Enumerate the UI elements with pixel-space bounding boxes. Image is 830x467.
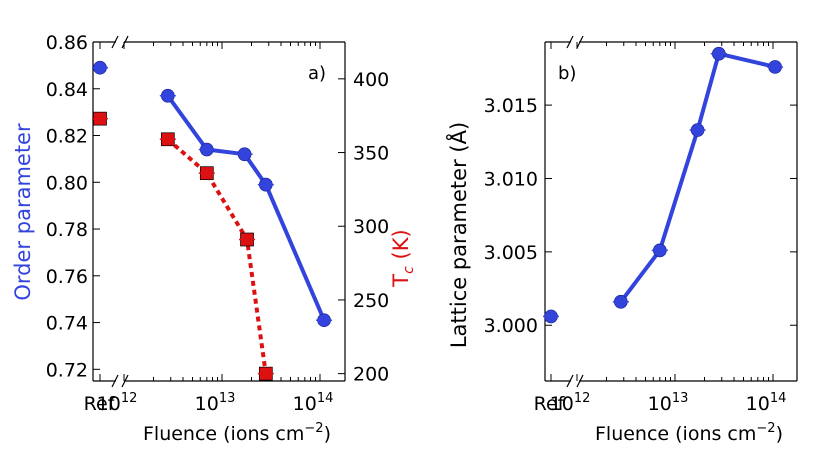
axis-break-mark [111, 35, 119, 49]
y-left-tick-label: 0.86 [46, 32, 88, 54]
y-left-tick-label: 0.72 [46, 359, 88, 381]
y-left-tick-label: 0.80 [46, 172, 88, 194]
x-tick-label: Ref [534, 393, 566, 415]
y-right-tick-label: 300 [353, 216, 389, 238]
y-left-tick-label: 3.000 [484, 315, 538, 337]
x-tick-label: 1012 [550, 391, 591, 415]
x-tick-label: 1012 [97, 391, 138, 415]
y-right-tick-label: 350 [353, 143, 389, 165]
panel-label: a) [308, 63, 326, 84]
y-left-tick-label: 0.78 [46, 219, 88, 241]
axis-break-mark [566, 35, 574, 49]
y-left-tick-label: 3.010 [484, 168, 538, 190]
series-line-tc [166, 137, 268, 374]
y-right-tick-label: 250 [353, 290, 389, 312]
axis-break-mark [576, 35, 584, 49]
series-line-lattice-parameter [619, 51, 776, 304]
panel-label: b) [558, 63, 576, 84]
axis-break-mark [576, 374, 584, 388]
y-left-axis-label: Lattice parameter (Å) [445, 122, 471, 348]
axis-break-mark [111, 374, 119, 388]
y-left-tick-label: 0.84 [46, 79, 88, 101]
axis-break-mark [121, 374, 129, 388]
x-axis-label: Fluence (ions cm−2) [595, 421, 783, 445]
y-right-tick-label: 200 [353, 364, 389, 386]
axis-break-mark [121, 35, 129, 49]
x-axis-label: Fluence (ions cm−2) [143, 421, 331, 445]
x-tick-label: 1013 [648, 391, 689, 415]
x-tick-label: 1014 [293, 391, 334, 415]
x-tick-label: 1013 [195, 391, 236, 415]
x-tick-label: Ref [84, 393, 116, 415]
axis-break-mark [566, 374, 574, 388]
y-right-axis-label: Tc (K) [389, 229, 417, 287]
y-left-tick-label: 3.005 [484, 242, 538, 264]
y-left-axis-label: Order parameter [11, 123, 35, 301]
y-left-tick-label: 0.76 [46, 266, 88, 288]
x-tick-label: 1014 [746, 391, 787, 415]
series-line-order-parameter [166, 94, 326, 321]
y-left-tick-label: 0.82 [46, 126, 88, 148]
y-left-tick-label: 3.015 [484, 95, 538, 117]
y-right-tick-label: 400 [353, 69, 389, 91]
y-left-tick-label: 0.74 [46, 313, 88, 335]
